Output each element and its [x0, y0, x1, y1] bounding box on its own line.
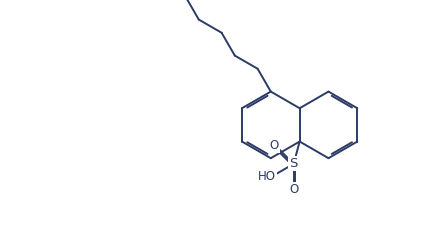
Text: HO: HO — [258, 170, 276, 183]
Text: O: O — [289, 183, 298, 196]
Text: O: O — [270, 139, 279, 152]
Text: S: S — [289, 157, 298, 170]
